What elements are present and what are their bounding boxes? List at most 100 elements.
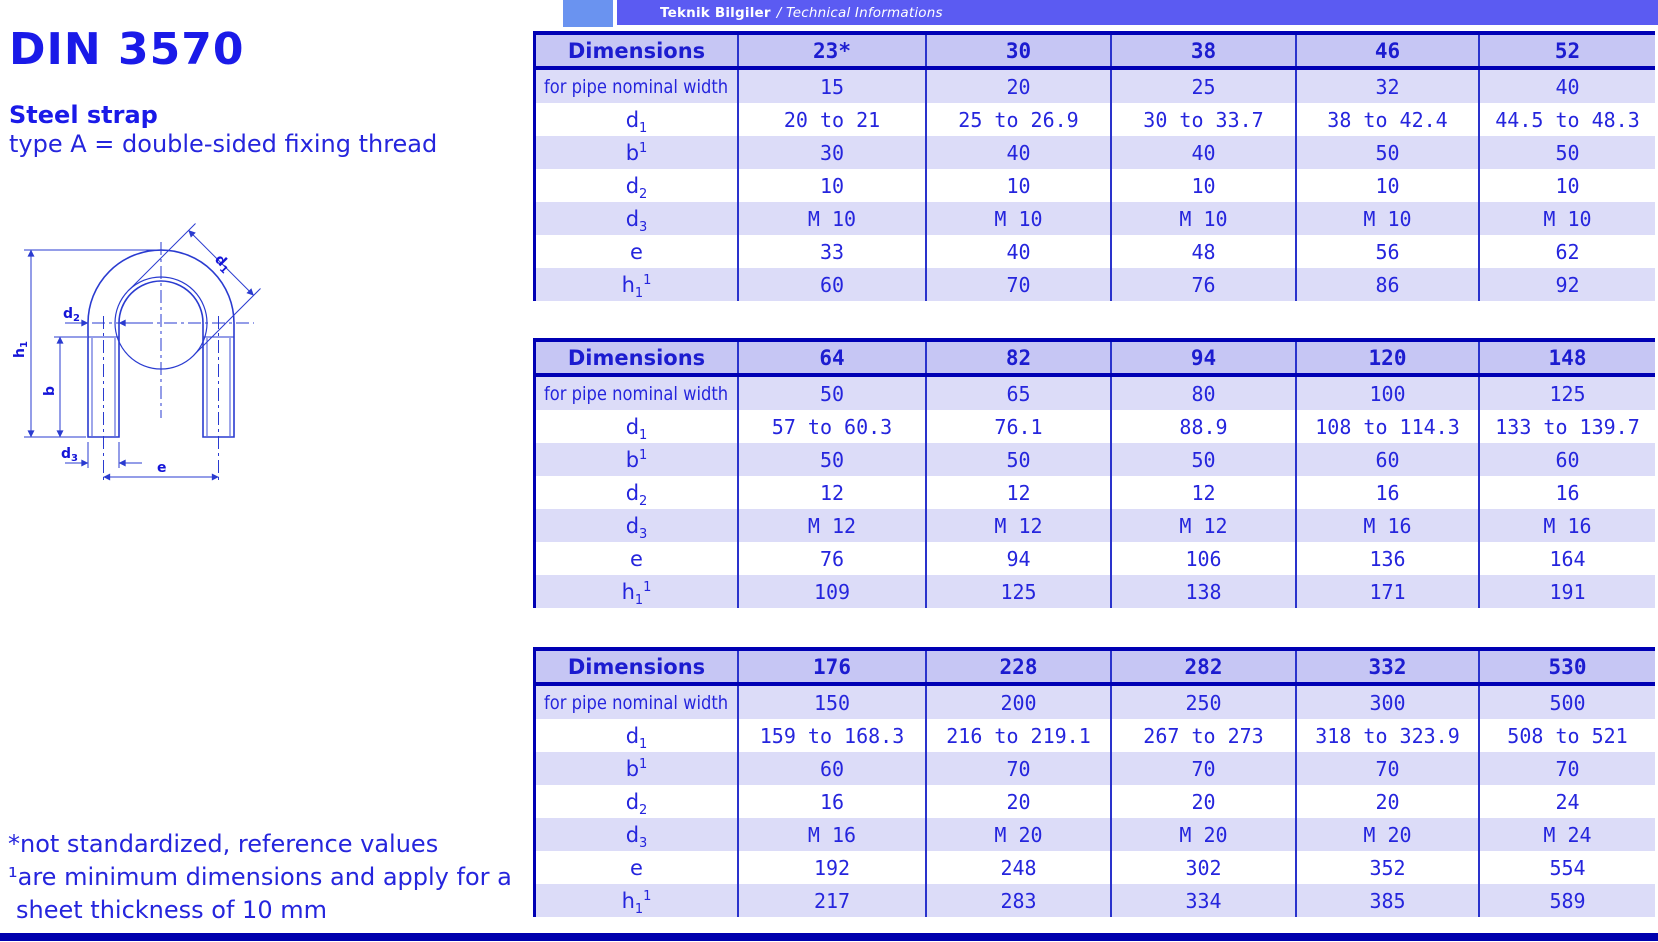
row-label: d2 [533,785,737,818]
table-row: b1 60 70 70 70 70 [533,752,1655,785]
left-leg [87,323,120,438]
table-row: h11 109 125 138 171 191 [533,575,1655,608]
table-row: d2 12 12 12 16 16 [533,476,1655,509]
value-cell: 76 [737,542,925,575]
dimensions-table-medium: Dimensions 64 82 94 120 148 for pipe nominal w… [533,338,1655,608]
page-title: DIN 3570 [9,24,245,75]
footnote-superscript-1-cont: sheet thickness of 10 mm [16,896,327,924]
value-cell: M 10 [1478,202,1655,235]
value-cell: 125 [925,575,1110,608]
value-cell: 40 [1478,70,1655,103]
value-cell: 92 [1478,268,1655,301]
value-cell: 60 [737,268,925,301]
value-cell: 10 [1478,169,1655,202]
value-cell: 33 [737,235,925,268]
value-cell: M 10 [1110,202,1295,235]
table-header-row: Dimensions 23* 30 38 46 52 [533,35,1655,70]
value-cell: M 24 [1478,818,1655,851]
table-row: d1 20 to 21 25 to 26.9 30 to 33.7 38 to 42.4… [533,103,1655,136]
table-header-size: 64 [737,342,925,373]
table-row: for pipe nominal width 15 20 25 32 40 [533,70,1655,103]
row-label: d3 [533,202,737,235]
right-leg [202,323,235,438]
label-b: b [42,386,58,396]
value-cell: 302 [1110,851,1295,884]
value-cell: 100 [1295,377,1478,410]
value-cell: 109 [737,575,925,608]
label-d3: d3 [61,446,78,464]
value-cell: 125 [1478,377,1655,410]
value-cell: 70 [1295,752,1478,785]
topbar-accent-square [563,0,613,27]
table-header-size: 52 [1478,35,1655,66]
value-cell: 50 [1110,443,1295,476]
row-label: d3 [533,509,737,542]
value-cell: M 10 [737,202,925,235]
value-cell: 70 [925,752,1110,785]
value-cell: M 16 [1295,509,1478,542]
value-cell: 20 [925,70,1110,103]
table-header-dimensions-label: Dimensions [533,342,737,373]
value-cell: 106 [1110,542,1295,575]
value-cell: 30 [737,136,925,169]
value-cell: 50 [1478,136,1655,169]
value-cell: M 12 [925,509,1110,542]
value-cell: 70 [1478,752,1655,785]
value-cell: 24 [1478,785,1655,818]
table-header-size: 120 [1295,342,1478,373]
table-row: d1 159 to 168.3 216 to 219.1 267 to 273 318 … [533,719,1655,752]
value-cell: 88.9 [1110,410,1295,443]
value-cell: 108 to 114.3 [1295,410,1478,443]
row-label: b1 [533,752,737,785]
value-cell: 133 to 139.7 [1478,410,1655,443]
table-row: b1 50 50 50 60 60 [533,443,1655,476]
value-cell: 40 [925,235,1110,268]
table-header-size: 148 [1478,342,1655,373]
value-cell: 250 [1110,686,1295,719]
table-row: d3 M 10 M 10 M 10 M 10 M 10 [533,202,1655,235]
value-cell: 200 [925,686,1110,719]
footnotes: *not standardized, reference values ¹are… [8,828,512,927]
value-cell: M 20 [925,818,1110,851]
row-label: for pipe nominal width [533,377,737,410]
topbar: Teknik Bilgiler / Technical Informations [617,0,1658,25]
table-row: e 76 94 106 136 164 [533,542,1655,575]
value-cell: 25 to 26.9 [925,103,1110,136]
row-label: e [533,851,737,884]
value-cell: M 10 [1295,202,1478,235]
value-cell: 12 [737,476,925,509]
type-description: type A = double-sided fixing thread [9,130,438,158]
value-cell: 10 [1110,169,1295,202]
value-cell: 60 [1295,443,1478,476]
value-cell: 70 [1110,752,1295,785]
value-cell: 20 to 21 [737,103,925,136]
value-cell: 86 [1295,268,1478,301]
value-cell: 508 to 521 [1478,719,1655,752]
value-cell: 10 [925,169,1110,202]
table-header-row: Dimensions 64 82 94 120 148 [533,342,1655,377]
product-name: Steel strap [9,101,158,129]
value-cell: 500 [1478,686,1655,719]
value-cell: 80 [1110,377,1295,410]
value-cell: 60 [1478,443,1655,476]
table-row: e 33 40 48 56 62 [533,235,1655,268]
table-row: d3 M 16 M 20 M 20 M 20 M 24 [533,818,1655,851]
table-header-dimensions-label: Dimensions [533,651,737,682]
value-cell: 12 [1110,476,1295,509]
value-cell: 589 [1478,884,1655,917]
value-cell: 48 [1110,235,1295,268]
value-cell: 20 [1295,785,1478,818]
table-row: h11 217 283 334 385 589 [533,884,1655,917]
value-cell: 16 [737,785,925,818]
value-cell: 248 [925,851,1110,884]
value-cell: M 20 [1295,818,1478,851]
value-cell: 50 [1295,136,1478,169]
value-cell: 76.1 [925,410,1110,443]
table-header-size: 530 [1478,651,1655,682]
table-row: for pipe nominal width 150 200 250 300 500 [533,686,1655,719]
value-cell: 554 [1478,851,1655,884]
table-header-size: 38 [1110,35,1295,66]
value-cell: 352 [1295,851,1478,884]
value-cell: 150 [737,686,925,719]
value-cell: M 10 [925,202,1110,235]
